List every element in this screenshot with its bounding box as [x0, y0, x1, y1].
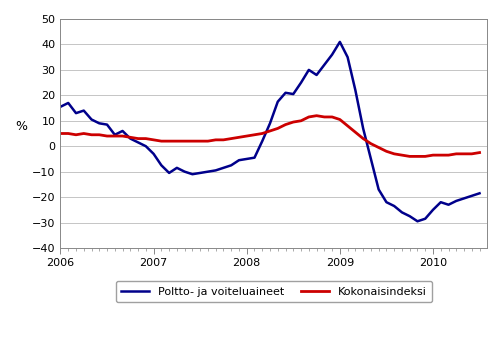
Kokonaisindeksi: [475, 150, 481, 155]
Legend: Poltto- ja voiteluaineet, Kokonaisindeksi: Poltto- ja voiteluaineet, Kokonaisindeks…: [115, 281, 431, 302]
Poltto- ja voiteluaineet: [57, 105, 63, 109]
Kokonaisindeksi: [313, 114, 319, 118]
Poltto- ja voiteluaineet: [475, 191, 481, 195]
Kokonaisindeksi: [444, 153, 450, 157]
Kokonaisindeksi: [212, 138, 218, 142]
Poltto- ja voiteluaineet: [468, 194, 474, 198]
Poltto- ja voiteluaineet: [158, 163, 164, 167]
Y-axis label: %: %: [15, 120, 27, 133]
Kokonaisindeksi: [57, 131, 63, 135]
Kokonaisindeksi: [104, 134, 110, 138]
Line: Poltto- ja voiteluaineet: Poltto- ja voiteluaineet: [60, 42, 478, 221]
Poltto- ja voiteluaineet: [336, 40, 342, 44]
Poltto- ja voiteluaineet: [414, 219, 420, 223]
Poltto- ja voiteluaineet: [104, 122, 110, 127]
Kokonaisindeksi: [468, 152, 474, 156]
Line: Kokonaisindeksi: Kokonaisindeksi: [60, 116, 478, 156]
Poltto- ja voiteluaineet: [444, 203, 450, 207]
Kokonaisindeksi: [406, 154, 412, 159]
Poltto- ja voiteluaineet: [135, 140, 141, 145]
Poltto- ja voiteluaineet: [212, 168, 218, 173]
Kokonaisindeksi: [135, 136, 141, 141]
Kokonaisindeksi: [158, 139, 164, 143]
